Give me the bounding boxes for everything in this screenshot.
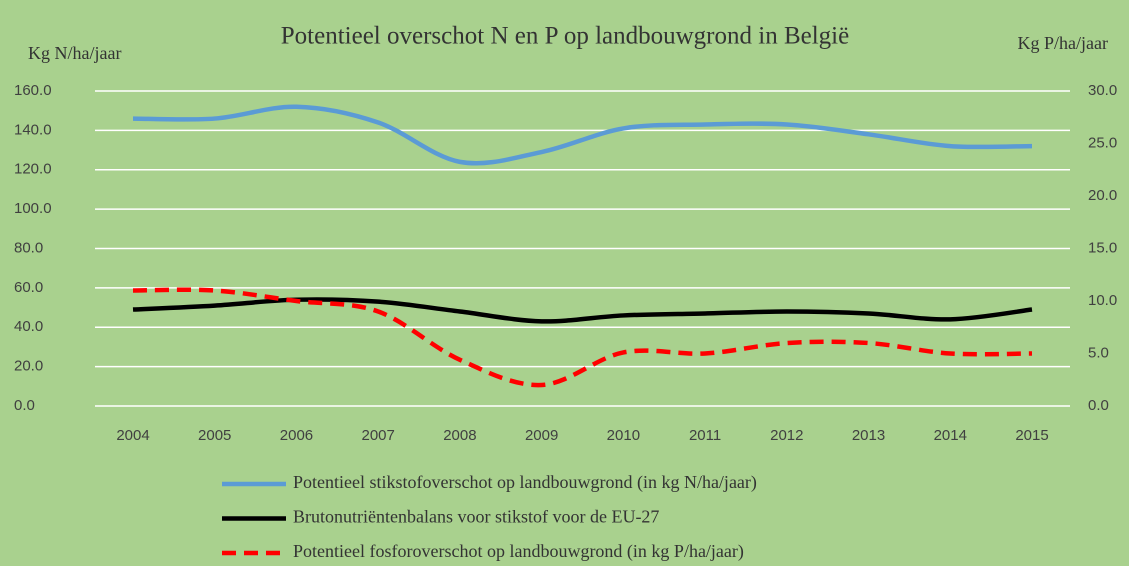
legend-label: Brutonutriëntenbalans voor stikstof voor… — [293, 507, 659, 527]
x-tick-label: 2015 — [1015, 427, 1048, 444]
y-axis-label: Kg N/ha/jaar — [28, 43, 121, 63]
x-tick-label: 2010 — [607, 427, 640, 444]
x-tick-label: 2004 — [116, 427, 149, 444]
y-tick-label: 0.0 — [14, 397, 35, 414]
y2-tick-label: 10.0 — [1088, 292, 1117, 309]
y-tick-label: 60.0 — [14, 279, 43, 296]
y2-axis-label: Kg P/ha/jaar — [1018, 33, 1108, 53]
y-tick-label: 20.0 — [14, 358, 43, 375]
chart-title: Potentieel overschot N en P op landbouwg… — [281, 23, 849, 50]
y2-tick-label: 5.0 — [1088, 344, 1109, 361]
y-tick-label: 40.0 — [14, 318, 43, 335]
y-tick-label: 120.0 — [14, 161, 52, 178]
y2-tick-label: 20.0 — [1088, 187, 1117, 204]
x-tick-label: 2009 — [525, 427, 558, 444]
y2-tick-label: 30.0 — [1088, 82, 1117, 99]
x-tick-label: 2011 — [689, 427, 721, 444]
legend-label: Potentieel fosforoverschot op landbouwgr… — [293, 541, 744, 562]
y2-tick-label: 25.0 — [1088, 134, 1117, 151]
y-tick-label: 160.0 — [14, 82, 52, 99]
series-line — [132, 287, 1033, 388]
y-tick-label: 80.0 — [14, 239, 43, 256]
x-tick-label: 2014 — [934, 427, 967, 444]
y-tick-label: 140.0 — [14, 121, 52, 138]
x-tick-label: 2005 — [198, 427, 231, 444]
y2-tick-label: 0.0 — [1088, 397, 1109, 414]
x-tick-label: 2012 — [770, 427, 803, 444]
x-tick-label: 2007 — [361, 427, 394, 444]
legend-label: Potentieel stikstofoverschot op landbouw… — [293, 472, 757, 493]
y2-tick-label: 15.0 — [1088, 239, 1117, 256]
x-tick-label: 2008 — [443, 427, 476, 444]
x-tick-label: 2006 — [280, 427, 313, 444]
series-line — [132, 104, 1033, 166]
series-line — [132, 297, 1033, 324]
y-tick-label: 100.0 — [14, 200, 52, 217]
x-tick-label: 2013 — [852, 427, 885, 444]
